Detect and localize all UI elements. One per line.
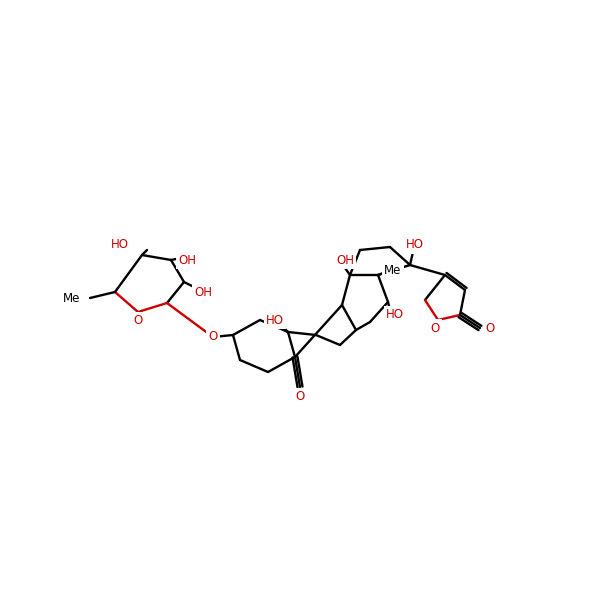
Text: O: O	[485, 322, 494, 335]
Text: Me: Me	[64, 292, 80, 304]
Text: HO: HO	[266, 313, 284, 326]
Text: O: O	[208, 331, 218, 343]
Text: O: O	[133, 314, 143, 328]
Text: HO: HO	[111, 238, 129, 251]
Text: OH: OH	[178, 253, 196, 266]
Text: O: O	[295, 391, 305, 403]
Text: HO: HO	[406, 238, 424, 251]
Text: OH: OH	[336, 253, 354, 266]
Text: OH: OH	[194, 286, 212, 299]
Text: O: O	[430, 322, 440, 335]
Text: HO: HO	[386, 308, 404, 322]
Text: Me: Me	[385, 263, 401, 277]
